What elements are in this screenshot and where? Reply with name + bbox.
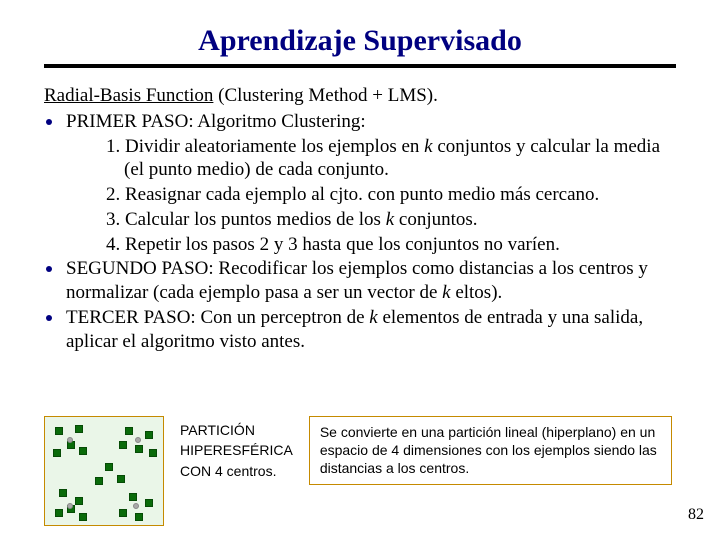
partition-diagram <box>44 416 164 526</box>
bullet-1-text: PRIMER PASO: Algoritmo Clustering: <box>66 110 676 134</box>
diagram-labels: PARTICIÓN HIPERESFÉRICA CON 4 centros. <box>180 416 293 481</box>
step-1a: 1. Dividir aleatoriamente los ejemplos e… <box>106 136 424 157</box>
label-particion: PARTICIÓN <box>180 420 293 440</box>
bullet-3k: k <box>369 307 377 328</box>
cluster-center <box>67 503 73 509</box>
example-point <box>129 493 137 501</box>
steps-block: 1. Dividir aleatoriamente los ejemplos e… <box>106 135 676 257</box>
bullet-dot <box>46 119 52 125</box>
slide-title: Aprendizaje Supervisado <box>44 24 676 58</box>
heading-rest: (Clustering Method + LMS). <box>213 85 437 106</box>
example-point <box>117 475 125 483</box>
label-hiperesferica: HIPERESFÉRICA <box>180 440 293 460</box>
step-3k: k <box>386 209 394 230</box>
example-point <box>145 499 153 507</box>
step-2: 2. Reasignar cada ejemplo al cjto. con p… <box>106 183 676 207</box>
cluster-center <box>133 503 139 509</box>
step-3b: conjuntos. <box>394 209 477 230</box>
bottom-area: PARTICIÓN HIPERESFÉRICA CON 4 centros. S… <box>44 416 704 526</box>
example-point <box>125 427 133 435</box>
example-point <box>55 509 63 517</box>
example-point <box>53 449 61 457</box>
bullet-dot <box>46 315 52 321</box>
example-point <box>75 425 83 433</box>
title-rule <box>44 64 676 68</box>
heading-underlined: Radial-Basis Function <box>44 85 213 106</box>
example-point <box>119 509 127 517</box>
explanation-box: Se convierte en una partición lineal (hi… <box>309 416 672 485</box>
bullet-2k: k <box>442 282 450 303</box>
step-3a: 3. Calcular los puntos medios de los <box>106 209 386 230</box>
step-1: 1. Dividir aleatoriamente los ejemplos e… <box>106 135 676 183</box>
bullet-3: TERCER PASO: Con un perceptron de k elem… <box>44 306 676 354</box>
bullet-3a: TERCER PASO: Con un perceptron de <box>66 307 369 328</box>
bullet-2b: eltos). <box>451 282 503 303</box>
page-number: 82 <box>688 506 704 526</box>
example-point <box>135 445 143 453</box>
label-con4: CON 4 centros. <box>180 461 293 481</box>
example-point <box>75 497 83 505</box>
content-body: Radial-Basis Function (Clustering Method… <box>44 84 676 353</box>
example-point <box>79 513 87 521</box>
example-point <box>79 447 87 455</box>
example-point <box>145 431 153 439</box>
bullet-2-text: SEGUNDO PASO: Recodificar los ejemplos c… <box>66 257 676 305</box>
example-point <box>59 489 67 497</box>
step-3: 3. Calcular los puntos medios de los k c… <box>106 208 676 232</box>
example-point <box>149 449 157 457</box>
example-point <box>119 441 127 449</box>
cluster-center <box>135 437 141 443</box>
step-4: 4. Repetir los pasos 2 y 3 hasta que los… <box>106 233 676 257</box>
example-point <box>95 477 103 485</box>
heading-line: Radial-Basis Function (Clustering Method… <box>44 84 676 108</box>
bullet-3-text: TERCER PASO: Con un perceptron de k elem… <box>66 306 676 354</box>
example-point <box>105 463 113 471</box>
bullet-dot <box>46 266 52 272</box>
example-point <box>135 513 143 521</box>
bullet-2: SEGUNDO PASO: Recodificar los ejemplos c… <box>44 257 676 305</box>
cluster-center <box>67 437 73 443</box>
bullet-2a: SEGUNDO PASO: Recodificar los ejemplos c… <box>66 258 648 303</box>
bullet-1: PRIMER PASO: Algoritmo Clustering: <box>44 110 676 134</box>
example-point <box>55 427 63 435</box>
step-1k: k <box>424 136 432 157</box>
